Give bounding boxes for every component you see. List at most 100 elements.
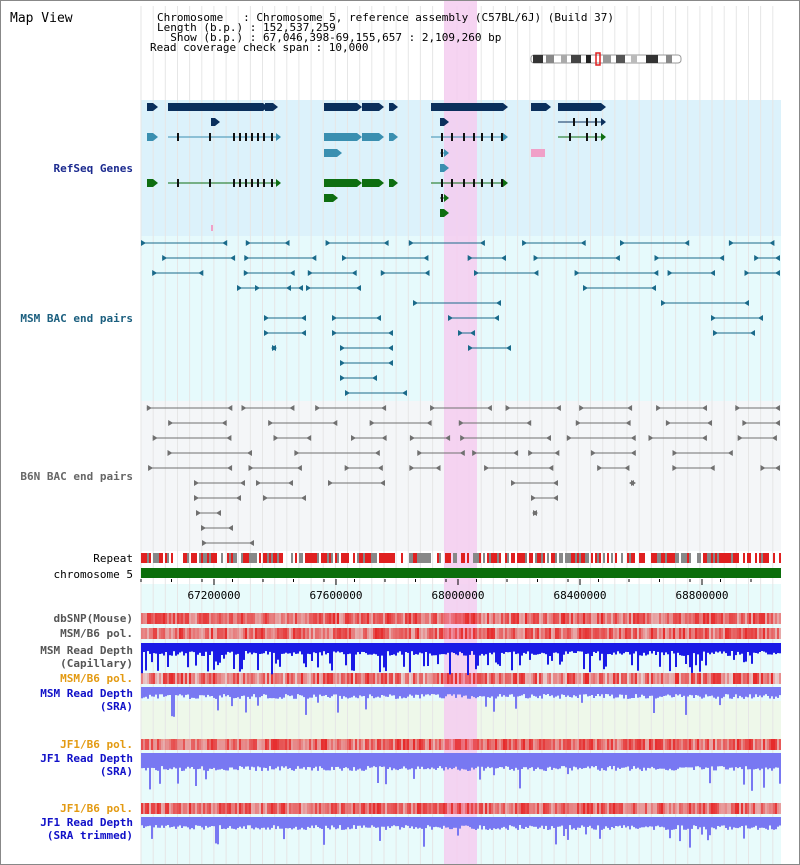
repeat-element — [299, 553, 301, 563]
pol-bin — [691, 628, 693, 639]
depth-bin — [355, 817, 357, 829]
depth-bin — [293, 753, 295, 771]
pol-bin — [745, 628, 747, 639]
track-label-jf1-b6-pol-trimmed[interactable]: JF1/B6 pol. — [60, 802, 133, 815]
depth-bin — [171, 687, 173, 717]
bac-end-right — [744, 300, 749, 306]
depth-bin — [627, 687, 629, 699]
pol-bin — [331, 613, 333, 624]
pol-bin — [549, 673, 551, 684]
pol-bin — [669, 739, 671, 750]
depth-bin — [329, 687, 331, 698]
pol-bin — [545, 803, 547, 814]
depth-bin — [765, 753, 767, 768]
depth-bin — [631, 817, 633, 826]
pol-bin — [755, 673, 757, 684]
pol-bin — [593, 739, 595, 750]
track-label-msm-depth-capillary[interactable]: MSM Read Depth — [40, 644, 133, 657]
track-label-jf1-depth-sra[interactable]: JF1 Read Depth — [40, 752, 133, 765]
pol-bin — [423, 628, 425, 639]
pol-bin — [631, 673, 633, 684]
pol-bin — [473, 628, 475, 639]
chromosome-bar — [141, 568, 781, 578]
pol-bin — [303, 673, 305, 684]
pol-bin — [157, 613, 159, 624]
track-label-repeat[interactable]: Repeat — [93, 552, 133, 565]
track-label-dbsnp[interactable]: dbSNP(Mouse) — [53, 612, 133, 625]
depth-bin — [241, 753, 243, 767]
pol-bin — [535, 673, 537, 684]
track-label-chromosome[interactable]: chromosome 5 — [53, 568, 133, 581]
depth-bin — [153, 753, 155, 768]
depth-bin — [259, 753, 261, 768]
pol-bin — [741, 628, 743, 639]
depth-bin — [251, 753, 253, 767]
depth-bin — [215, 753, 217, 771]
track-label-msm-b6-pol-sra[interactable]: MSM/B6 pol. — [60, 672, 133, 685]
pol-bin — [377, 803, 379, 814]
depth-bin — [291, 817, 293, 830]
pol-bin — [417, 613, 419, 624]
depth-bin — [731, 753, 733, 768]
pol-bin — [683, 613, 685, 624]
pol-bin — [633, 628, 635, 639]
repeat-element — [415, 553, 417, 563]
pol-bin — [531, 673, 533, 684]
depth-bin — [529, 753, 531, 768]
pol-bin — [159, 628, 161, 639]
bac-end-right — [701, 435, 707, 441]
pol-bin — [243, 803, 245, 814]
pol-bin — [365, 739, 367, 750]
pol-bin — [429, 628, 431, 639]
pol-bin — [199, 628, 201, 639]
repeat-element — [145, 553, 147, 563]
depth-bin — [251, 687, 253, 697]
depth-bin — [341, 687, 343, 699]
depth-bin — [663, 687, 665, 696]
pol-bin — [419, 803, 421, 814]
pol-bin — [777, 628, 779, 639]
depth-bin — [601, 817, 603, 830]
pol-bin — [255, 628, 257, 639]
pol-bin — [697, 613, 699, 624]
depth-bin — [605, 643, 607, 667]
pol-bin — [451, 673, 453, 684]
pol-bin — [703, 613, 705, 624]
depth-bin — [549, 817, 551, 830]
depth-bin — [423, 687, 425, 697]
repeat-element — [243, 553, 245, 563]
pol-bin — [233, 628, 235, 639]
pol-bin — [365, 613, 367, 624]
depth-bin — [409, 643, 411, 673]
track-label-msm-depth-sra[interactable]: MSM Read Depth — [40, 687, 133, 700]
pol-bin — [489, 803, 491, 814]
repeat-element — [709, 553, 711, 563]
pol-bin — [741, 613, 743, 624]
pol-bin — [251, 613, 253, 624]
track-label-refseq-genes[interactable]: RefSeq Genes — [53, 162, 133, 175]
depth-bin — [305, 643, 307, 668]
pol-bin — [735, 673, 737, 684]
depth-bin — [197, 753, 199, 770]
depth-bin — [697, 687, 699, 696]
depth-bin — [421, 687, 423, 695]
depth-bin — [581, 817, 583, 826]
track-label-msm-b6-pol[interactable]: MSM/B6 pol. — [60, 627, 133, 640]
track-label-b6n-bac[interactable]: B6N BAC end pairs — [20, 470, 133, 483]
bac-end-left — [294, 450, 300, 456]
pol-bin — [443, 739, 445, 750]
track-label-msm-bac[interactable]: MSM BAC end pairs — [20, 312, 133, 325]
depth-bin — [547, 753, 549, 768]
pol-bin — [401, 739, 403, 750]
track-label-jf1-depth-trimmed[interactable]: JF1 Read Depth — [40, 816, 133, 829]
pol-bin — [589, 803, 591, 814]
depth-bin — [183, 687, 185, 698]
pol-bin — [703, 803, 705, 814]
depth-bin — [491, 753, 493, 768]
track-label-jf1-b6-pol[interactable]: JF1/B6 pol. — [60, 738, 133, 751]
pol-bin — [695, 673, 697, 684]
pol-bin — [235, 673, 237, 684]
track-label-msm-depth-sra-sub: (SRA) — [99, 700, 133, 713]
pol-bin — [659, 628, 661, 639]
